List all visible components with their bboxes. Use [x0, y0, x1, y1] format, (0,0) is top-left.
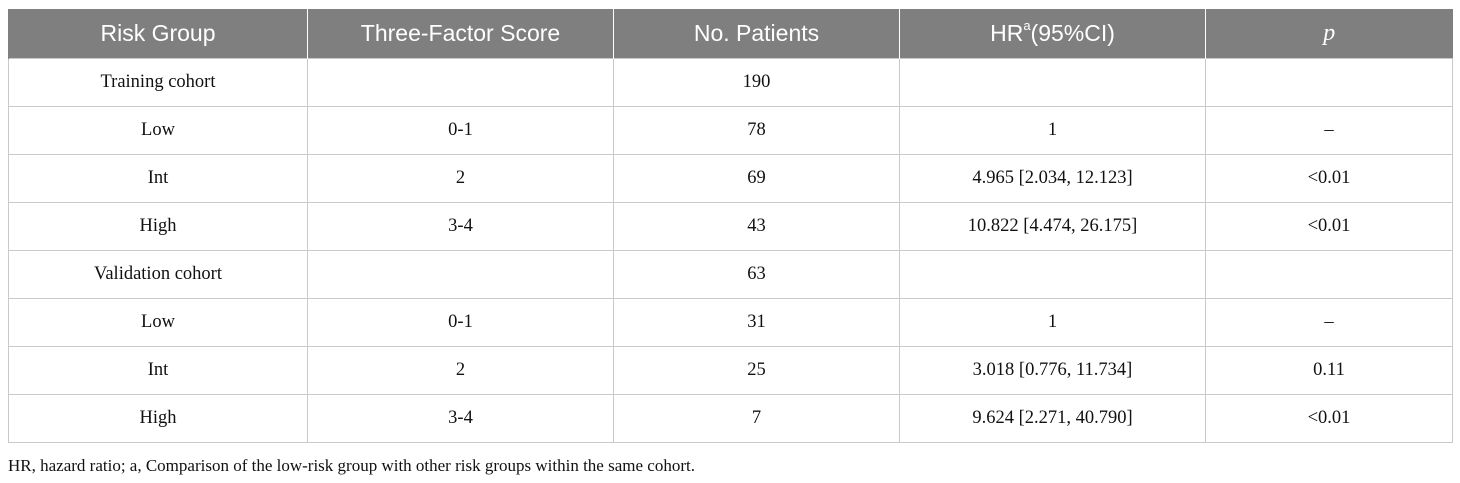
cell-p: <0.01 [1205, 202, 1453, 251]
table-row: Low 0-1 78 1 – [8, 106, 1453, 155]
cell-risk-group: High [8, 394, 308, 443]
header-no-patients: No. Patients [613, 9, 900, 59]
cell-score: 0-1 [307, 298, 614, 347]
cell-hr: 1 [899, 298, 1206, 347]
cell-patients: 78 [613, 106, 900, 155]
cell-hr [899, 250, 1206, 299]
table-row: High 3-4 43 10.822 [4.474, 26.175] <0.01 [8, 202, 1453, 251]
cell-risk-group: Low [8, 298, 308, 347]
header-p-value: p [1205, 9, 1453, 59]
cell-patients: 43 [613, 202, 900, 251]
table-footnote: HR, hazard ratio; a, Comparison of the l… [8, 456, 695, 475]
cell-score: 2 [307, 154, 614, 203]
table-row: Training cohort 190 [8, 58, 1453, 107]
header-risk-group: Risk Group [8, 9, 308, 59]
header-hr-superscript: a [1023, 18, 1031, 34]
header-hr-suffix: (95%CI) [1030, 20, 1115, 46]
cell-p [1205, 58, 1453, 107]
cell-hr: 3.018 [0.776, 11.734] [899, 346, 1206, 395]
results-table-container: Risk Group Three-Factor Score No. Patien… [8, 9, 1453, 443]
table-row: Int 2 69 4.965 [2.034, 12.123] <0.01 [8, 154, 1453, 203]
cell-p: <0.01 [1205, 154, 1453, 203]
cell-risk-group: Low [8, 106, 308, 155]
cell-patients: 31 [613, 298, 900, 347]
risk-group-table: Risk Group Three-Factor Score No. Patien… [8, 9, 1453, 443]
cell-risk-group: Int [8, 346, 308, 395]
cell-patients: 7 [613, 394, 900, 443]
cell-hr: 9.624 [2.271, 40.790] [899, 394, 1206, 443]
cell-score: 0-1 [307, 106, 614, 155]
cell-p: – [1205, 106, 1453, 155]
cell-score: 3-4 [307, 202, 614, 251]
header-three-factor-score: Three-Factor Score [307, 9, 614, 59]
cell-patients: 63 [613, 250, 900, 299]
table-row: High 3-4 7 9.624 [2.271, 40.790] <0.01 [8, 394, 1453, 443]
cell-p: 0.11 [1205, 346, 1453, 395]
cell-patients: 25 [613, 346, 900, 395]
cell-p [1205, 250, 1453, 299]
table-row: Low 0-1 31 1 – [8, 298, 1453, 347]
cell-risk-group: Training cohort [8, 58, 308, 107]
table-row: Int 2 25 3.018 [0.776, 11.734] 0.11 [8, 346, 1453, 395]
cell-hr [899, 58, 1206, 107]
cell-patients: 190 [613, 58, 900, 107]
cell-score: 2 [307, 346, 614, 395]
header-row: Risk Group Three-Factor Score No. Patien… [8, 9, 1453, 59]
cell-p: – [1205, 298, 1453, 347]
cell-p: <0.01 [1205, 394, 1453, 443]
cell-score [307, 250, 614, 299]
cell-score [307, 58, 614, 107]
cell-risk-group: Validation cohort [8, 250, 308, 299]
cell-risk-group: High [8, 202, 308, 251]
cell-risk-group: Int [8, 154, 308, 203]
cell-hr: 1 [899, 106, 1206, 155]
cell-hr: 10.822 [4.474, 26.175] [899, 202, 1206, 251]
cell-score: 3-4 [307, 394, 614, 443]
table-row: Validation cohort 63 [8, 250, 1453, 299]
cell-hr: 4.965 [2.034, 12.123] [899, 154, 1206, 203]
header-hr: HRa(95%CI) [899, 9, 1206, 59]
header-hr-prefix: HR [990, 20, 1024, 46]
cell-patients: 69 [613, 154, 900, 203]
